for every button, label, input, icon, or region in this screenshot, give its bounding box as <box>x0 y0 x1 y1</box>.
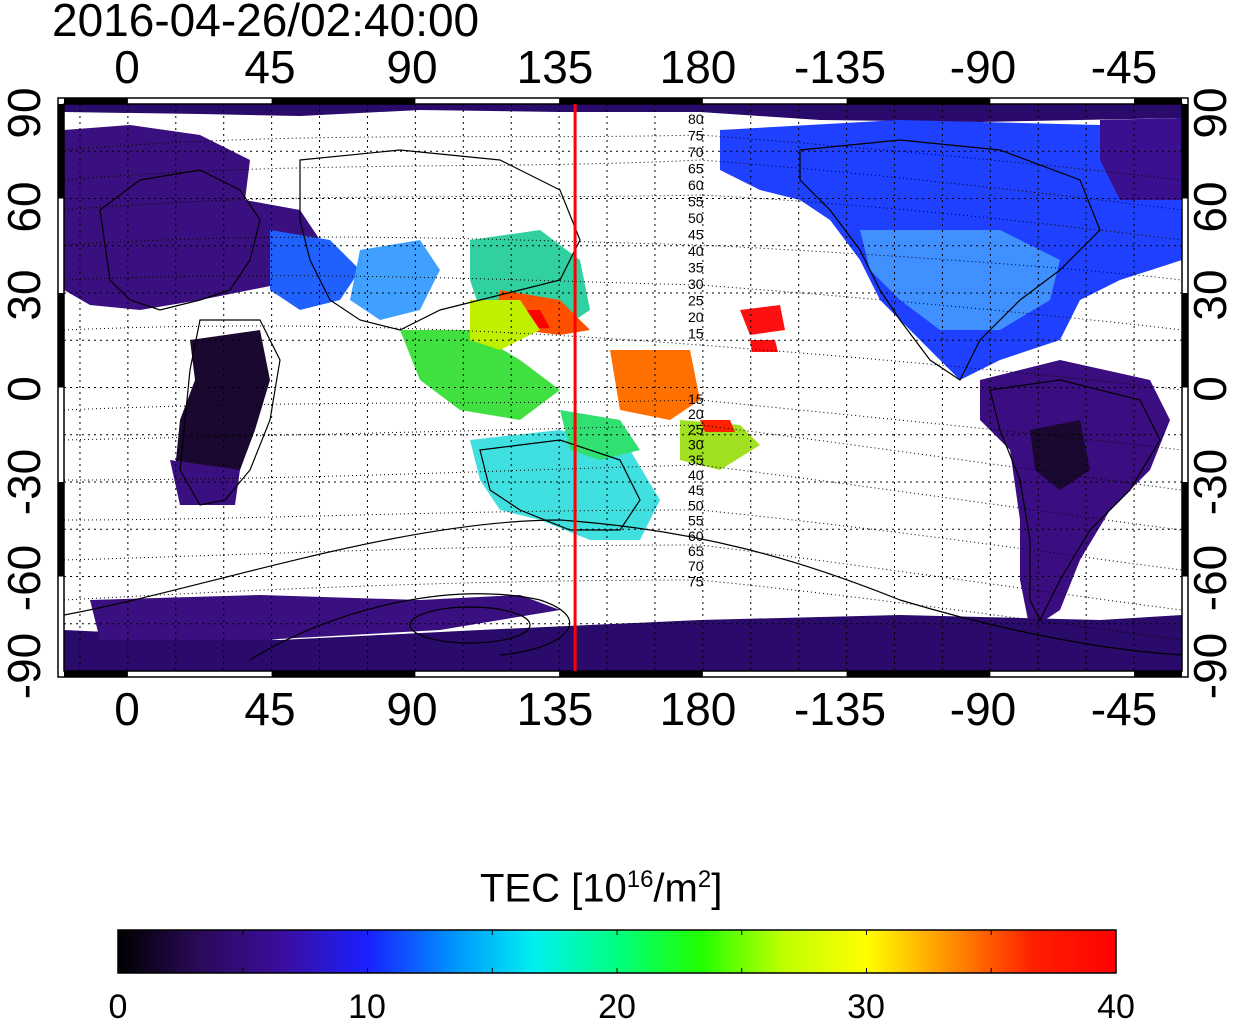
contour-label: 30 <box>688 276 704 292</box>
top-lon-label: 180 <box>659 41 737 93</box>
colorbar-title-main: TEC [10 <box>480 866 627 911</box>
bottom-lon-label: -90 <box>949 683 1017 735</box>
contour-label: 70 <box>688 144 704 160</box>
frame-bar <box>64 98 128 104</box>
contour-label: 75 <box>688 573 704 589</box>
contour-label: 45 <box>688 227 704 243</box>
contour-label: 60 <box>688 528 704 544</box>
frame-bar <box>1182 104 1188 199</box>
frame-bar <box>58 482 64 577</box>
contour-label: 40 <box>688 467 704 483</box>
colorbar-title-unit: /m <box>653 866 698 911</box>
frame-bar <box>1134 98 1182 104</box>
contour-lines <box>63 134 1183 641</box>
top-lon-label: 135 <box>516 41 594 93</box>
top-lon-label: 90 <box>386 41 438 93</box>
contour-label: 35 <box>688 452 704 468</box>
bottom-lon-label: 0 <box>114 683 140 735</box>
bottom-lon-label: 90 <box>386 683 438 735</box>
colorbar-title-close: ] <box>711 866 723 911</box>
top-lon-label: -45 <box>1090 41 1158 93</box>
contour-label: 20 <box>688 309 704 325</box>
frame-bar <box>559 98 703 104</box>
colorbar-ticks <box>117 930 1117 973</box>
contour-label-group: 8075706560555045403530252015152025303540… <box>688 111 704 589</box>
bottom-lon-label: -45 <box>1090 683 1158 735</box>
top-lon-label: 45 <box>244 41 296 93</box>
south-solid-contours <box>63 519 1183 661</box>
contour-label: 20 <box>688 406 704 422</box>
bottom-lon-label: -135 <box>793 683 887 735</box>
contour-label: 15 <box>688 391 704 407</box>
contour-label: 15 <box>688 326 704 342</box>
frame-bar <box>271 671 416 677</box>
contour-label: 65 <box>688 161 704 177</box>
top-lon-label: -90 <box>949 41 1017 93</box>
colorbar-label: 30 <box>847 988 885 1026</box>
colorbar-label: 0 <box>108 988 128 1026</box>
colorbar-title-exp: 16 <box>626 866 654 893</box>
contour-label: 30 <box>688 437 704 453</box>
frame-bar <box>58 293 64 388</box>
timestamp-title: 2016-04-26/02:40:00 <box>52 0 480 46</box>
contour-label: 25 <box>688 421 704 437</box>
bottom-lon-label: 45 <box>244 683 296 735</box>
frame-bar <box>58 104 64 199</box>
frame-bar <box>1182 293 1188 388</box>
colorbar-label: 40 <box>1097 988 1135 1026</box>
colorbar-title-unit-exp: 2 <box>697 866 712 893</box>
frame-bar <box>846 98 991 104</box>
contour-label: 55 <box>688 513 704 529</box>
colorbar-title: TEC [1016/m2] <box>480 866 722 911</box>
frame-bar <box>271 98 416 104</box>
bottom-lon-label: 180 <box>659 683 737 735</box>
contour-label: 70 <box>688 558 704 574</box>
contour-label: 75 <box>688 128 704 144</box>
top-lon-label: -135 <box>793 41 887 93</box>
frame-bars <box>58 98 1188 677</box>
colorbar <box>117 929 1117 974</box>
frame-bar <box>846 671 991 677</box>
colorbar-label: 20 <box>598 988 636 1026</box>
contour-label: 80 <box>688 111 704 127</box>
contour-label: 45 <box>688 482 704 498</box>
frame-bar <box>64 671 128 677</box>
contour-label: 50 <box>688 210 704 226</box>
map-grid <box>64 104 1182 671</box>
coastlines <box>99 139 1161 622</box>
contour-label: 55 <box>688 194 704 210</box>
contour-label: 65 <box>688 543 704 559</box>
contour-label: 25 <box>688 293 704 309</box>
contour-label: 35 <box>688 260 704 276</box>
colorbar-label: 10 <box>348 988 386 1026</box>
bottom-lon-label: 135 <box>516 683 594 735</box>
contour-label: 40 <box>688 243 704 259</box>
frame-bar <box>1182 482 1188 577</box>
top-lon-label: 0 <box>114 41 140 93</box>
tec-data-layer <box>64 104 1182 671</box>
frame-bar <box>1134 671 1182 677</box>
frame-bar <box>559 671 703 677</box>
contour-label: 60 <box>688 177 704 193</box>
contour-label: 50 <box>688 497 704 513</box>
